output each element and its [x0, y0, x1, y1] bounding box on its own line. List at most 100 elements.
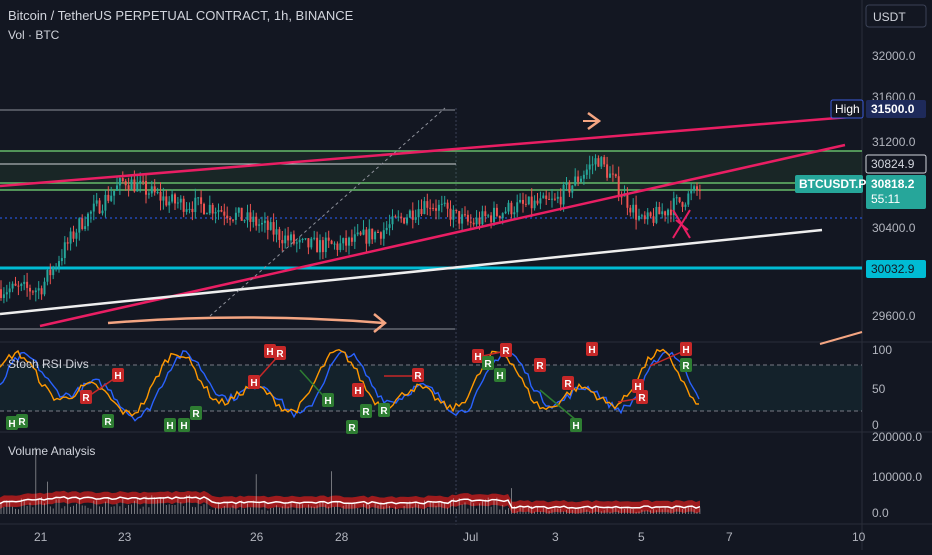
candle-body	[104, 194, 107, 211]
candle-body	[617, 176, 620, 197]
candle-body	[336, 243, 339, 250]
candle-body	[182, 198, 185, 212]
candle-body	[408, 210, 411, 218]
candle-body	[313, 237, 316, 239]
candle-body	[20, 283, 23, 287]
candle-body	[87, 213, 89, 227]
candle-body	[614, 174, 617, 177]
candles-group	[0, 154, 701, 304]
candle-body	[626, 193, 629, 208]
candle-body	[507, 202, 510, 212]
candle-body	[353, 234, 356, 242]
candle-body	[432, 207, 435, 209]
bearish-divergence-marker	[534, 358, 546, 372]
volume-label: Vol · BTC	[8, 28, 60, 42]
candle-body	[481, 211, 484, 225]
candle-body	[229, 218, 232, 220]
bearish-divergence-marker	[274, 346, 286, 360]
time-tick: 21	[34, 530, 48, 544]
price-tick: 31200.0	[872, 135, 916, 149]
candle-body	[452, 209, 455, 220]
candle-body	[556, 196, 559, 199]
candle-body	[658, 206, 661, 215]
candle-body	[145, 180, 147, 195]
candle-body	[684, 204, 687, 207]
time-tick: Jul	[463, 530, 478, 544]
candle-body	[153, 186, 156, 193]
candle-body	[292, 234, 295, 244]
candle-body	[63, 242, 66, 259]
candle-body	[516, 202, 519, 213]
currency-button[interactable]	[865, 4, 927, 28]
bullish-divergence-marker	[680, 358, 692, 372]
high-label: High	[835, 102, 860, 116]
candle-body	[49, 269, 52, 276]
candle-body	[226, 215, 229, 219]
candle-body	[449, 208, 452, 220]
candle-body	[693, 186, 696, 191]
candle-body	[69, 231, 72, 244]
candle-body	[423, 201, 426, 215]
price-box	[866, 175, 926, 209]
candle-body	[629, 207, 632, 213]
high-value: 31500.0	[871, 102, 915, 116]
candle-body	[519, 199, 522, 203]
candle-body	[397, 216, 400, 218]
candle-body	[107, 194, 110, 201]
candle-body	[217, 210, 220, 213]
candle-body	[72, 231, 75, 239]
candle-body	[29, 287, 31, 292]
candle-body	[66, 242, 69, 244]
candle-body	[632, 204, 635, 213]
candle-body	[443, 202, 446, 204]
right-arrow-line	[819, 331, 863, 345]
candle-body	[92, 203, 95, 212]
candle-body	[75, 232, 78, 239]
divergence-label: R	[348, 423, 356, 434]
candle-body	[174, 194, 176, 204]
candle-body	[394, 216, 397, 218]
current-price: 30818.2	[871, 177, 915, 191]
candle-body	[580, 178, 582, 182]
rsi-lines	[0, 348, 700, 422]
candle-body	[458, 211, 461, 224]
candle-body	[374, 231, 377, 240]
candle-body	[272, 222, 275, 235]
divergence-label: H	[114, 371, 121, 382]
candle-body	[406, 217, 408, 224]
bearish-divergence-marker	[472, 349, 484, 363]
candle-body	[388, 224, 391, 228]
divergence-label: H	[180, 421, 187, 432]
candle-body	[411, 210, 414, 220]
bullish-divergence-marker	[16, 414, 28, 428]
candle-body	[400, 216, 403, 218]
candle-body	[385, 227, 388, 231]
candle-body	[524, 203, 527, 205]
candle-body	[8, 288, 11, 293]
candle-body	[655, 206, 658, 223]
candle-body	[417, 209, 420, 218]
candle-body	[420, 209, 423, 215]
candle-body	[490, 215, 493, 223]
candle-body	[377, 231, 379, 233]
divergence-label: H	[474, 352, 481, 363]
candle-body	[304, 238, 307, 240]
candle-body	[487, 215, 490, 217]
candle-body	[597, 158, 600, 167]
candle-body	[553, 198, 556, 200]
candle-body	[333, 243, 336, 245]
candle-body	[95, 200, 98, 204]
candle-body	[263, 220, 266, 223]
bearish-divergence-marker	[680, 342, 692, 356]
candle-body	[571, 185, 574, 193]
candle-body	[150, 186, 153, 194]
candle-body	[522, 199, 524, 204]
level-1-value: 30824.9	[871, 157, 915, 171]
candle-body	[290, 234, 292, 241]
candle-body	[600, 157, 603, 167]
candle-body	[287, 235, 290, 241]
candle-body	[646, 212, 649, 220]
